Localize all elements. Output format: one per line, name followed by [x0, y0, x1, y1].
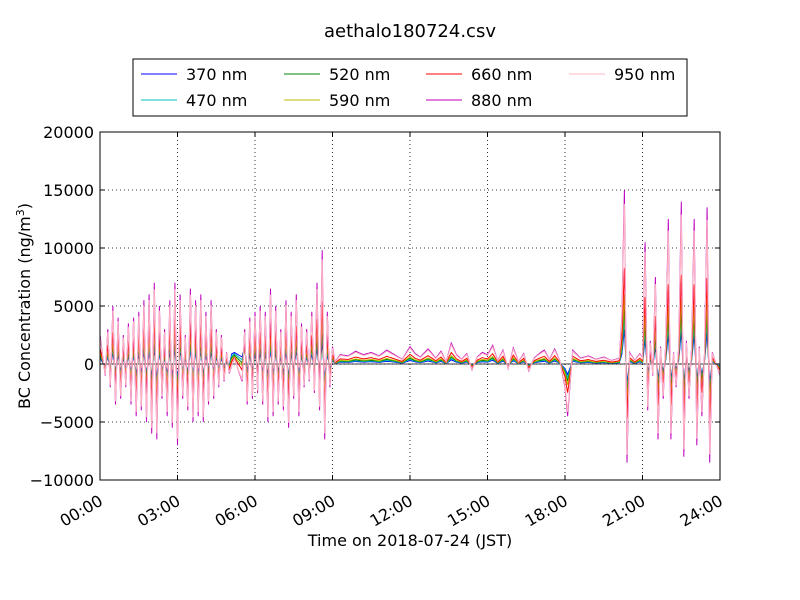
y-tick-label: −5000 [40, 413, 94, 432]
legend: 370 nm 470 nm 520 nm 590 nm 660 nm 880 nm 950 … [132, 58, 688, 117]
x-tick-label: 21:00 [599, 491, 648, 531]
legend-box [132, 58, 688, 117]
x-tick-label: 18:00 [522, 491, 571, 531]
grid-lines [100, 132, 720, 480]
legend-label: 660 nm [471, 65, 532, 84]
x-tick-label: 15:00 [444, 491, 493, 531]
legend-label: 590 nm [329, 91, 390, 110]
legend-label: 880 nm [471, 91, 532, 110]
y-tick-label: −10000 [30, 471, 94, 490]
chart-title: aethalo180724.csv [324, 21, 496, 42]
y-axis-label-main: BC Concentration (ng/m [15, 216, 34, 409]
x-tick-label: 12:00 [367, 491, 416, 531]
y-tick-label: 5000 [53, 297, 94, 316]
legend-label: 470 nm [186, 91, 247, 110]
y-axis-label-superscript: 3 [14, 209, 27, 216]
x-tick-label: 00:00 [57, 491, 106, 531]
x-tick-label: 24:00 [677, 491, 726, 531]
y-tick-label: 10000 [43, 239, 94, 258]
x-tick-label: 03:00 [134, 491, 183, 531]
legend-label: 950 nm [614, 65, 675, 84]
y-axis-label: BC Concentration (ng/m3) [14, 203, 34, 409]
x-tick-label: 09:00 [289, 491, 338, 531]
legend-label: 370 nm [186, 65, 247, 84]
series-lines [100, 189, 720, 463]
legend-label: 520 nm [329, 65, 390, 84]
x-axis-label: Time on 2018-07-24 (JST) [307, 531, 512, 550]
y-axis: −10000 −5000 0 5000 10000 15000 20000 [30, 123, 720, 490]
y-tick-label: 0 [84, 355, 94, 374]
y-tick-label: 20000 [43, 123, 94, 142]
y-tick-label: 15000 [43, 181, 94, 200]
series-line-950-nm [100, 203, 720, 455]
y-axis-label-suffix: ) [15, 203, 34, 209]
x-tick-label: 06:00 [212, 491, 261, 531]
